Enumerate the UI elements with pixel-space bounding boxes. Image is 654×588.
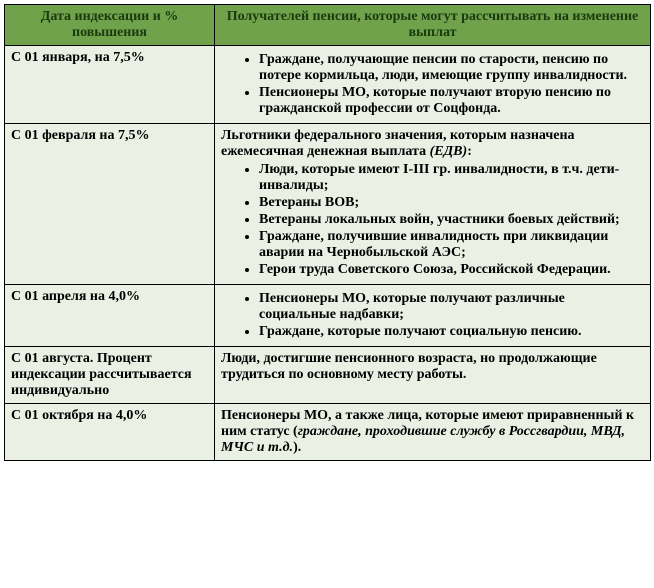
table-body: С 01 января, на 7,5% Граждане, получающие… bbox=[5, 46, 651, 461]
pension-indexation-table: Дата индексации и % повышения Получателе… bbox=[4, 4, 651, 461]
recipients-list: Пенсионеры МО, которые получают различны… bbox=[221, 291, 644, 340]
cell-date: С 01 августа. Процент индексации рассчит… bbox=[5, 347, 215, 404]
list-item: Ветераны локальных войн, участники боевы… bbox=[259, 212, 644, 228]
cell-date: С 01 января, на 7,5% bbox=[5, 46, 215, 124]
cell-recipients: Граждане, получающие пенсии по старости,… bbox=[215, 46, 651, 124]
cell-date: С 01 февраля на 7,5% bbox=[5, 124, 215, 285]
table-row: С 01 апреля на 4,0% Пенсионеры МО, которы… bbox=[5, 285, 651, 347]
recipients-list: Люди, которые имеют I-III гр. инвалиднос… bbox=[221, 162, 644, 278]
table-header-row: Дата индексации и % повышения Получателе… bbox=[5, 5, 651, 46]
cell-recipients: Пенсионеры МО, а также лица, которые име… bbox=[215, 404, 651, 461]
header-col-date: Дата индексации и % повышения bbox=[5, 5, 215, 46]
header-col-recipients: Получателей пенсии, которые могут рассчи… bbox=[215, 5, 651, 46]
intro-text: Льготники федерального значения, которым… bbox=[221, 128, 644, 160]
cell-recipients: Люди, достигшие пенсионного возраста, но… bbox=[215, 347, 651, 404]
recipients-list: Граждане, получающие пенсии по старости,… bbox=[221, 52, 644, 117]
table-row: С 01 января, на 7,5% Граждане, получающие… bbox=[5, 46, 651, 124]
list-item: Пенсионеры МО, которые получают вторую п… bbox=[259, 85, 644, 117]
list-item: Пенсионеры МО, которые получают различны… bbox=[259, 291, 644, 323]
list-item: Герои труда Советского Союза, Российской… bbox=[259, 262, 644, 278]
list-item: Ветераны ВОВ; bbox=[259, 195, 644, 211]
list-item: Граждане, которые получают социальную пе… bbox=[259, 324, 644, 340]
list-item: Граждане, получившие инвалидность при ли… bbox=[259, 229, 644, 261]
table-row: С 01 октября на 4,0%Пенсионеры МО, а так… bbox=[5, 404, 651, 461]
cell-date: С 01 октября на 4,0% bbox=[5, 404, 215, 461]
cell-date: С 01 апреля на 4,0% bbox=[5, 285, 215, 347]
cell-recipients: Льготники федерального значения, которым… bbox=[215, 124, 651, 285]
cell-recipients: Пенсионеры МО, которые получают различны… bbox=[215, 285, 651, 347]
list-item: Люди, которые имеют I-III гр. инвалиднос… bbox=[259, 162, 644, 194]
table-row: С 01 февраля на 7,5%Льготники федерально… bbox=[5, 124, 651, 285]
list-item: Граждане, получающие пенсии по старости,… bbox=[259, 52, 644, 84]
table-row: С 01 августа. Процент индексации рассчит… bbox=[5, 347, 651, 404]
